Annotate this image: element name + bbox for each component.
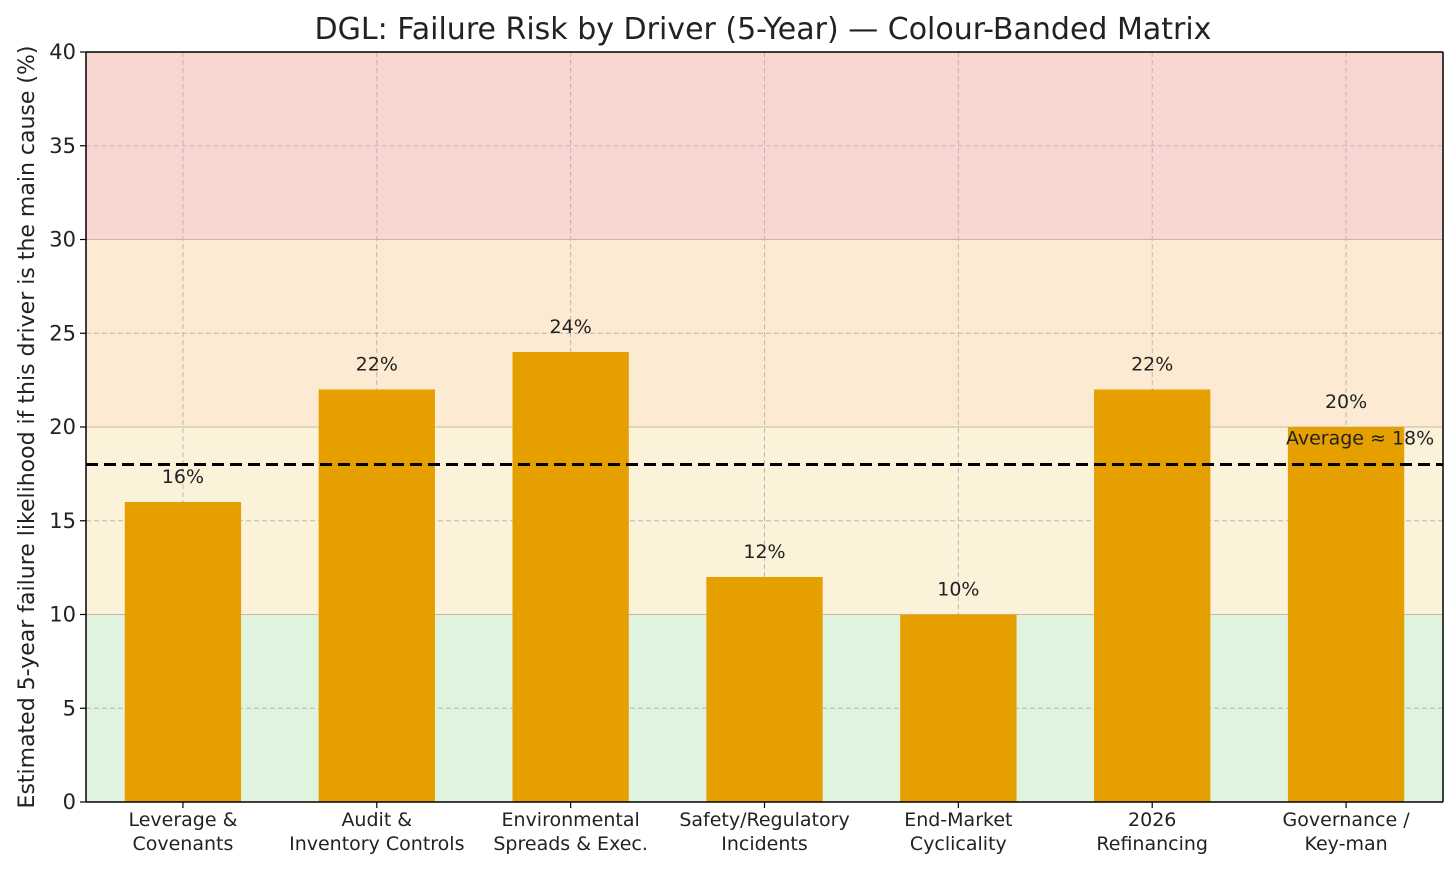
- data-label: 12%: [743, 541, 785, 563]
- x-tick-label: Refinancing: [1096, 833, 1208, 855]
- x-tick-label: Environmental: [502, 809, 640, 831]
- data-label: 24%: [550, 316, 592, 338]
- chart-title: DGL: Failure Risk by Driver (5-Year) — C…: [315, 12, 1212, 47]
- bar: [512, 352, 629, 802]
- x-tick-label: End-Market: [904, 809, 1012, 831]
- x-tick-label: Incidents: [721, 833, 808, 855]
- x-tick-label: Covenants: [132, 833, 233, 855]
- y-tick-label: 10: [49, 603, 76, 627]
- y-tick-label: 30: [49, 228, 76, 252]
- data-label: 16%: [162, 466, 204, 488]
- x-tick-label: Inventory Controls: [289, 833, 464, 855]
- x-tick-label: Safety/Regulatory: [679, 809, 849, 831]
- data-label: 10%: [937, 579, 979, 601]
- y-tick-label: 35: [49, 134, 76, 158]
- bar: [900, 614, 1017, 802]
- bar: [1094, 389, 1211, 802]
- x-tick-label: Spreads & Exec.: [493, 833, 648, 855]
- y-tick-label: 0: [63, 790, 76, 814]
- bar: [124, 502, 242, 802]
- y-tick-label: 15: [49, 509, 76, 533]
- average-label: Average ≈ 18%: [1286, 428, 1434, 450]
- x-tick-label: Leverage &: [128, 809, 237, 831]
- data-label: 22%: [1131, 354, 1173, 376]
- y-axis-label: Estimated 5-year failure likelihood if t…: [15, 46, 40, 809]
- y-tick-label: 25: [49, 321, 76, 345]
- x-tick-label: Key-man: [1304, 833, 1387, 855]
- data-label: 20%: [1325, 391, 1367, 413]
- y-tick-label: 20: [49, 415, 76, 439]
- x-tick-label: Governance /: [1283, 809, 1411, 831]
- y-tick-label: 40: [49, 40, 76, 64]
- data-label: 22%: [356, 354, 398, 376]
- y-tick-label: 5: [63, 696, 76, 720]
- x-tick-label: Audit &: [341, 809, 412, 831]
- bar: [318, 389, 435, 802]
- bar: [706, 577, 823, 802]
- bar: [1287, 427, 1405, 802]
- x-tick-label: Cyclicality: [910, 833, 1007, 855]
- x-tick-label: 2026: [1128, 809, 1176, 831]
- plot-area: 16% 22% 24% 12% 10% 22% 20% Average ≈ 18% 0 5 10 15…: [49, 40, 1444, 855]
